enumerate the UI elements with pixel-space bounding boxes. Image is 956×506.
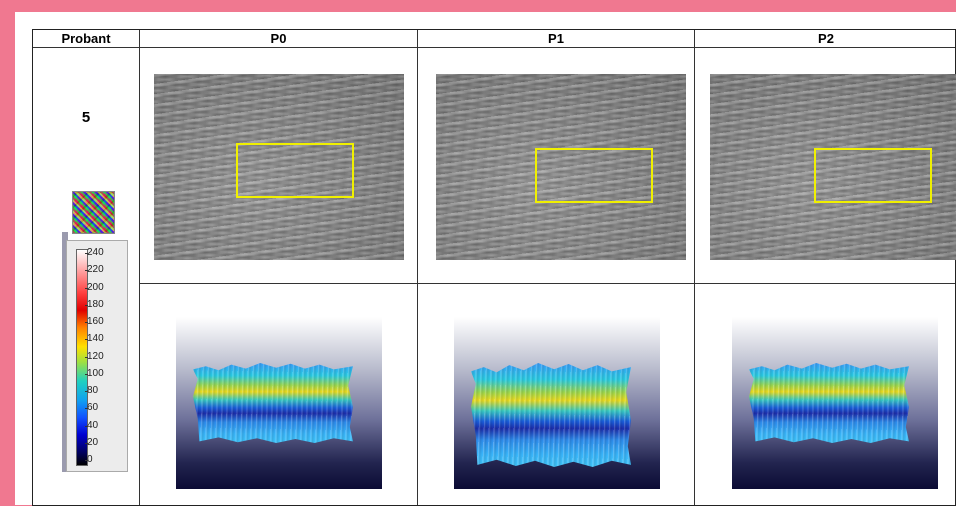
colorbar-panel: 240 220 200 180 160 140 120 100 80 60 40 20 0 (66, 240, 128, 472)
colorbar-tick-label: 40 (84, 419, 99, 431)
colorbar-tick-label: 120 (85, 350, 104, 362)
sem-image-p2 (710, 74, 956, 260)
row-divider (33, 47, 955, 48)
colorbar-tick-label: 220 (85, 264, 104, 276)
colorbar-tick-label: 60 (84, 402, 99, 414)
roi-box-p2 (814, 148, 932, 203)
roi-box-p1 (535, 148, 653, 203)
sem-image-p0 (154, 74, 404, 260)
col-divider (139, 30, 140, 505)
surface-mesh-p1 (471, 363, 631, 467)
col-divider (694, 30, 695, 505)
header-p0: P0 (270, 31, 287, 46)
probant-number: 5 (81, 109, 91, 126)
sem-image-p1 (436, 74, 686, 260)
texture-thumbnail (72, 191, 115, 234)
header-p2: P2 (818, 31, 834, 46)
surface-mesh-p0 (193, 363, 353, 443)
colorbar-tick-label: 80 (84, 385, 99, 396)
colorbar-gradient (76, 249, 88, 466)
colorbar-tick-label: 0 (85, 454, 93, 465)
colorbar-tick-label: 100 (85, 367, 104, 379)
colorbar-tick-label: 240 (85, 247, 104, 258)
header-probant: Probant (61, 31, 111, 46)
colorbar-tick-label: 160 (85, 316, 104, 327)
colorbar-tick-label: 180 (85, 298, 104, 310)
results-table: Probant P0 P1 P2 5 240 220 200 180 160 140 120… (32, 29, 956, 506)
page: Probant P0 P1 P2 5 240 220 200 180 160 140 120… (15, 12, 956, 506)
header-p1: P1 (548, 31, 564, 46)
surface-3d-p0 (176, 317, 382, 489)
surface-mesh-p2 (749, 363, 909, 443)
roi-box-p0 (236, 143, 354, 198)
colorbar-tick-label: 200 (85, 281, 104, 293)
colorbar-tick-label: 20 (84, 436, 99, 448)
col-divider (417, 30, 418, 505)
colorbar-shadow (62, 232, 68, 472)
surface-3d-p1 (454, 317, 660, 489)
colorbar-tick-label: 140 (85, 333, 104, 345)
row-divider (139, 283, 955, 284)
surface-3d-p2 (732, 317, 938, 489)
